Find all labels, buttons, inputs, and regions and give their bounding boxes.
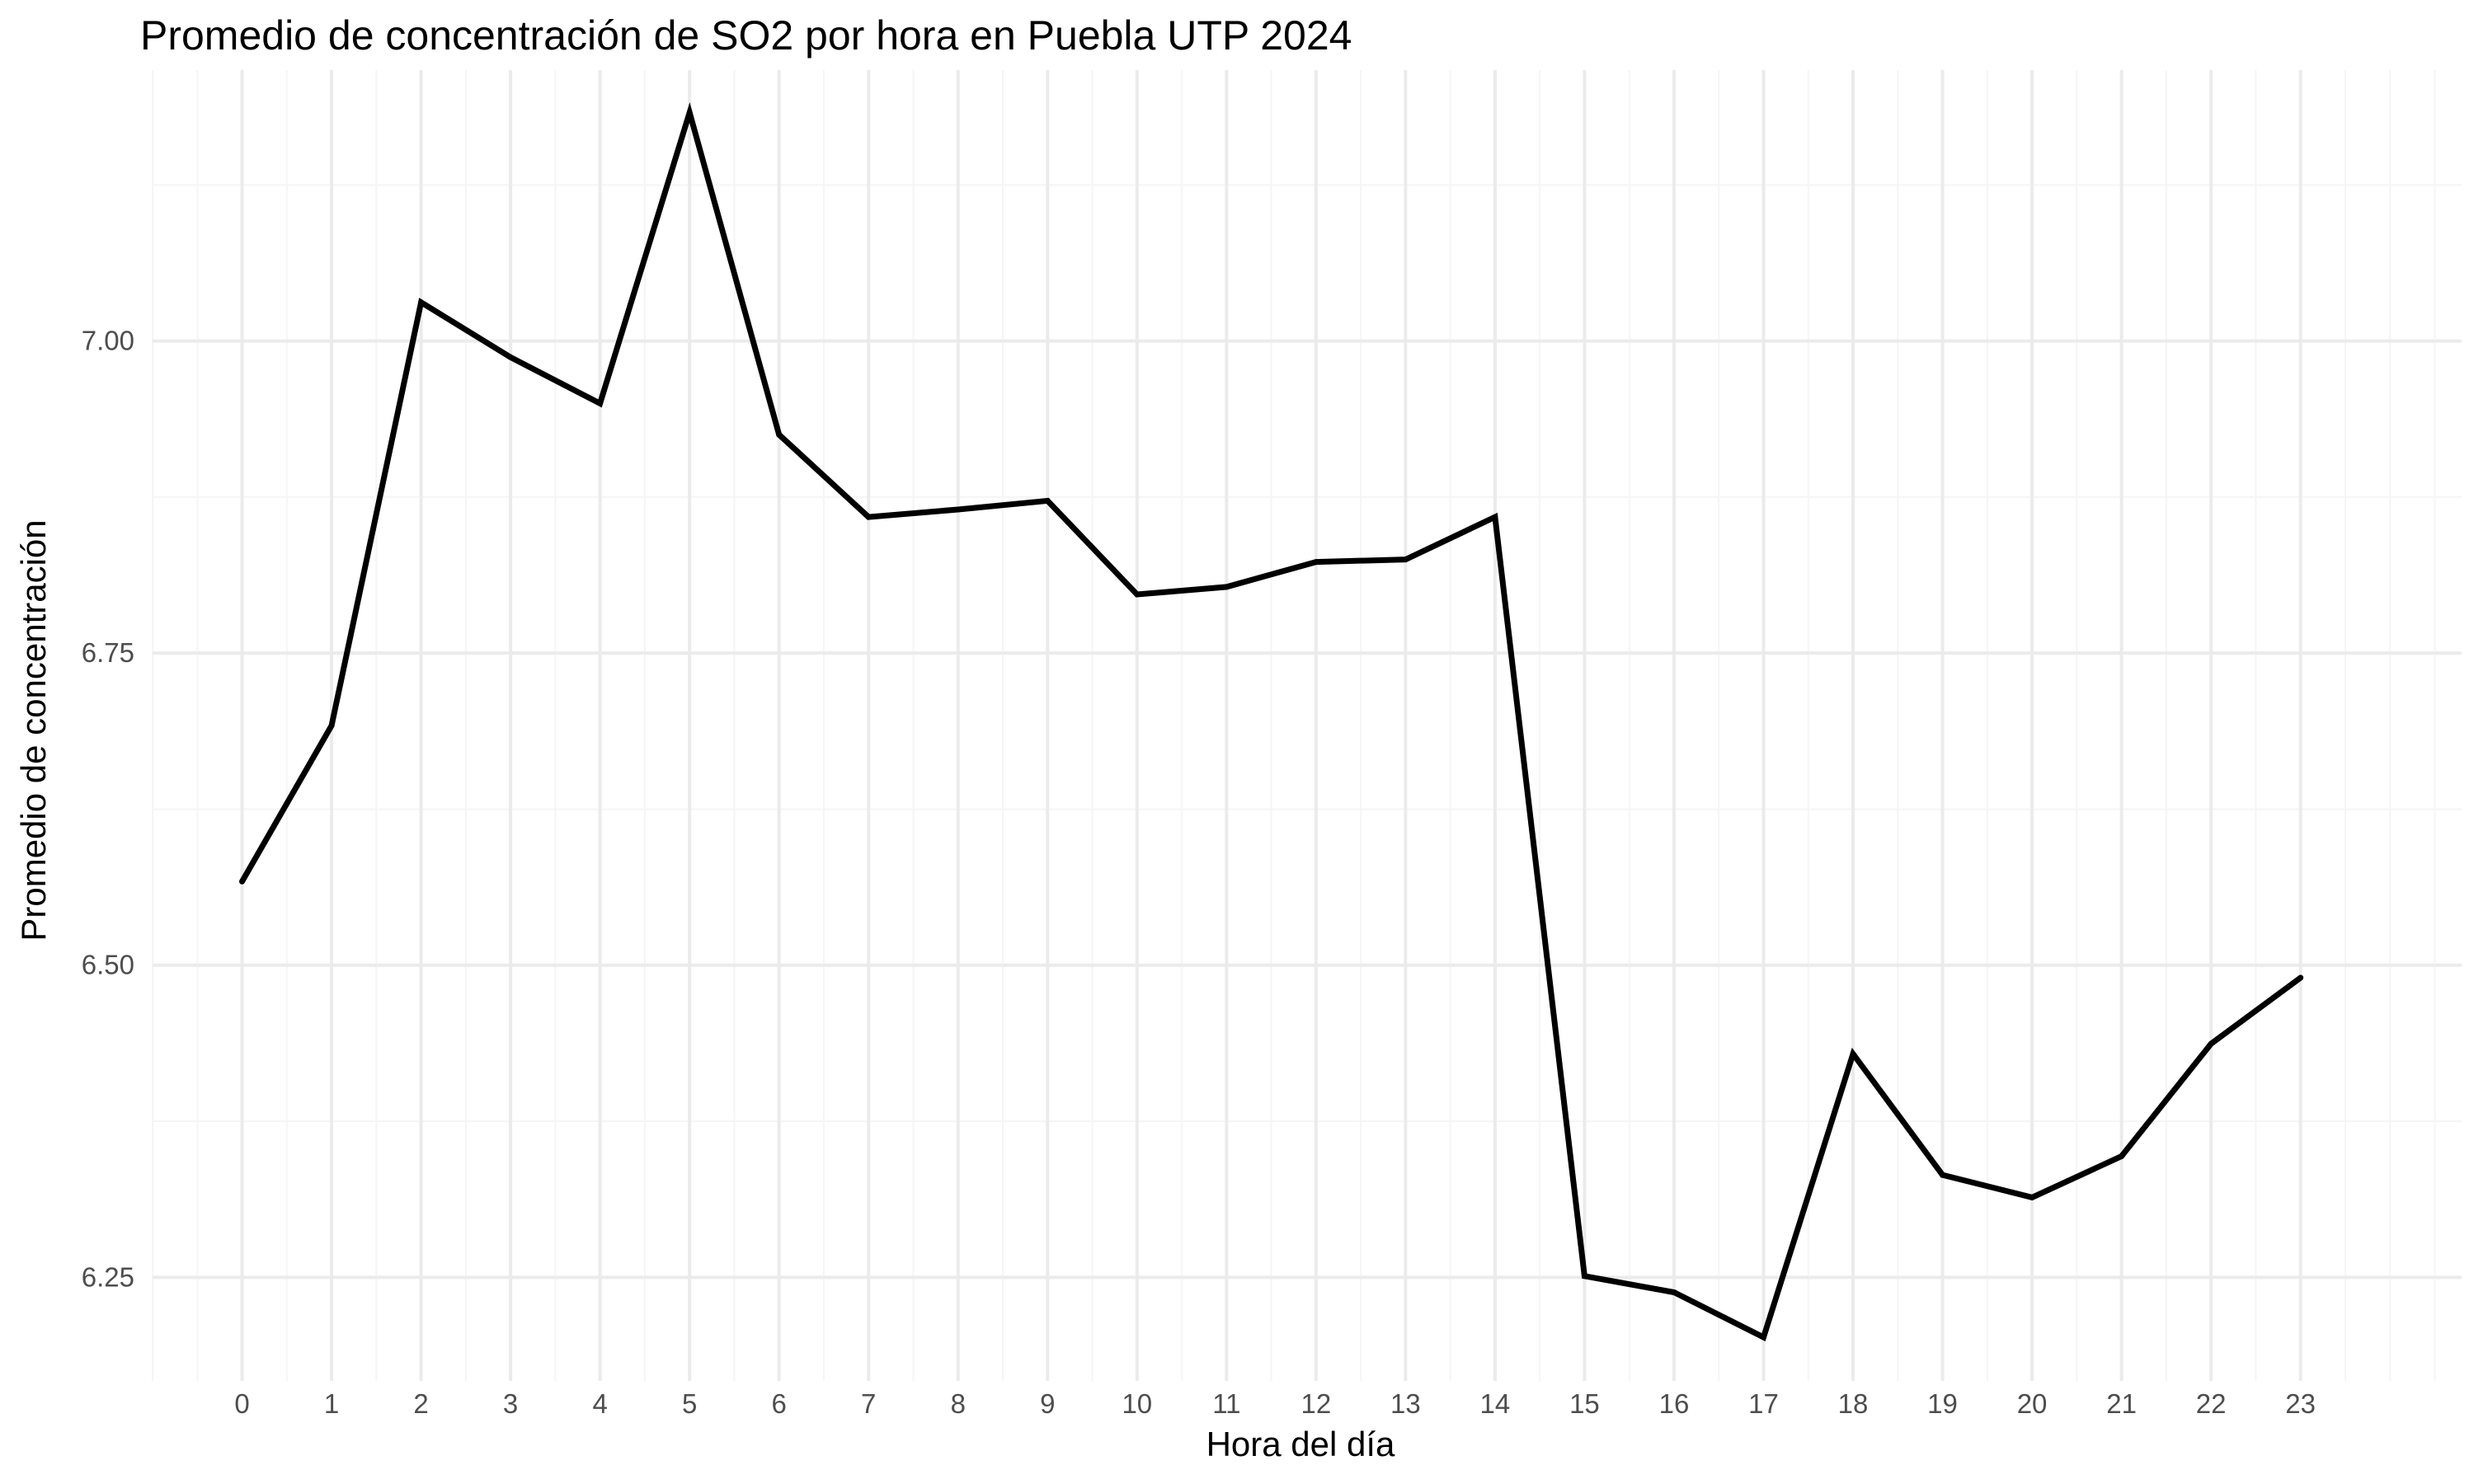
x-tick-label: 7 (861, 1388, 876, 1419)
x-tick-label: 12 (1300, 1388, 1331, 1419)
data-point (1850, 1050, 1856, 1057)
x-tick-label: 9 (1040, 1388, 1055, 1419)
y-axis-tick-labels: 6.25 6.50 6.75 7.00 (82, 326, 134, 1293)
x-tick-label: 11 (1212, 1388, 1240, 1419)
data-point (239, 878, 245, 885)
x-axis-title: Hora del día (1206, 1425, 1395, 1463)
data-point (2208, 1040, 2214, 1047)
x-tick-label: 3 (503, 1388, 518, 1419)
x-tick-label: 0 (234, 1388, 249, 1419)
x-tick-label: 22 (2196, 1388, 2227, 1419)
data-point (1134, 591, 1141, 598)
x-tick-label: 2 (413, 1388, 428, 1419)
data-point (1940, 1172, 1945, 1178)
x-tick-label: 8 (951, 1388, 966, 1419)
data-point (1492, 514, 1498, 520)
x-tick-label: 17 (1748, 1388, 1779, 1419)
x-tick-label: 10 (1122, 1388, 1152, 1419)
data-point (1044, 497, 1051, 504)
data-point (1223, 584, 1230, 590)
x-tick-label: 23 (2285, 1388, 2316, 1419)
x-tick-label: 20 (2017, 1388, 2048, 1419)
data-point (1581, 1273, 1587, 1280)
major-gridlines (153, 70, 2462, 1381)
data-point (2029, 1194, 2035, 1200)
data-point (1761, 1334, 1766, 1341)
y-tick-label: 6.25 (82, 1261, 134, 1292)
x-axis-tick-labels: 0 1 2 3 4 5 6 7 8 9 10 11 12 13 14 15 16 17 18 19 20 21 22 23 (234, 1388, 2316, 1419)
data-point (418, 299, 425, 306)
x-tick-label: 1 (324, 1388, 339, 1419)
data-point (597, 400, 604, 406)
x-tick-label: 18 (1838, 1388, 1869, 1419)
y-tick-label: 6.75 (82, 637, 134, 668)
x-tick-label: 13 (1390, 1388, 1421, 1419)
series-layer (239, 102, 2304, 1341)
chart-title: Promedio de concentración de SO2 por hor… (140, 12, 1352, 59)
data-point (1402, 556, 1409, 563)
data-point (1313, 559, 1319, 566)
data-point (2119, 1153, 2125, 1159)
y-tick-label: 6.50 (82, 950, 134, 980)
x-tick-label: 5 (682, 1388, 697, 1419)
x-tick-label: 6 (772, 1388, 787, 1419)
data-point (2298, 974, 2304, 981)
y-tick-label: 7.00 (82, 326, 134, 356)
x-tick-label: 21 (2106, 1388, 2137, 1419)
series-line (239, 102, 2302, 1341)
data-point (955, 506, 962, 513)
data-point (1671, 1289, 1677, 1295)
data-point (865, 514, 872, 520)
x-tick-label: 14 (1480, 1388, 1511, 1419)
data-point (686, 110, 693, 115)
y-axis-title: Promedio de concentración (14, 519, 53, 941)
x-tick-label: 19 (1927, 1388, 1958, 1419)
data-point (328, 722, 335, 729)
x-tick-label: 16 (1659, 1388, 1690, 1419)
data-point (776, 431, 783, 438)
minor-gridlines (152, 70, 2462, 1381)
x-tick-label: 4 (592, 1388, 607, 1419)
data-point (507, 354, 514, 360)
x-tick-label: 15 (1569, 1388, 1600, 1419)
